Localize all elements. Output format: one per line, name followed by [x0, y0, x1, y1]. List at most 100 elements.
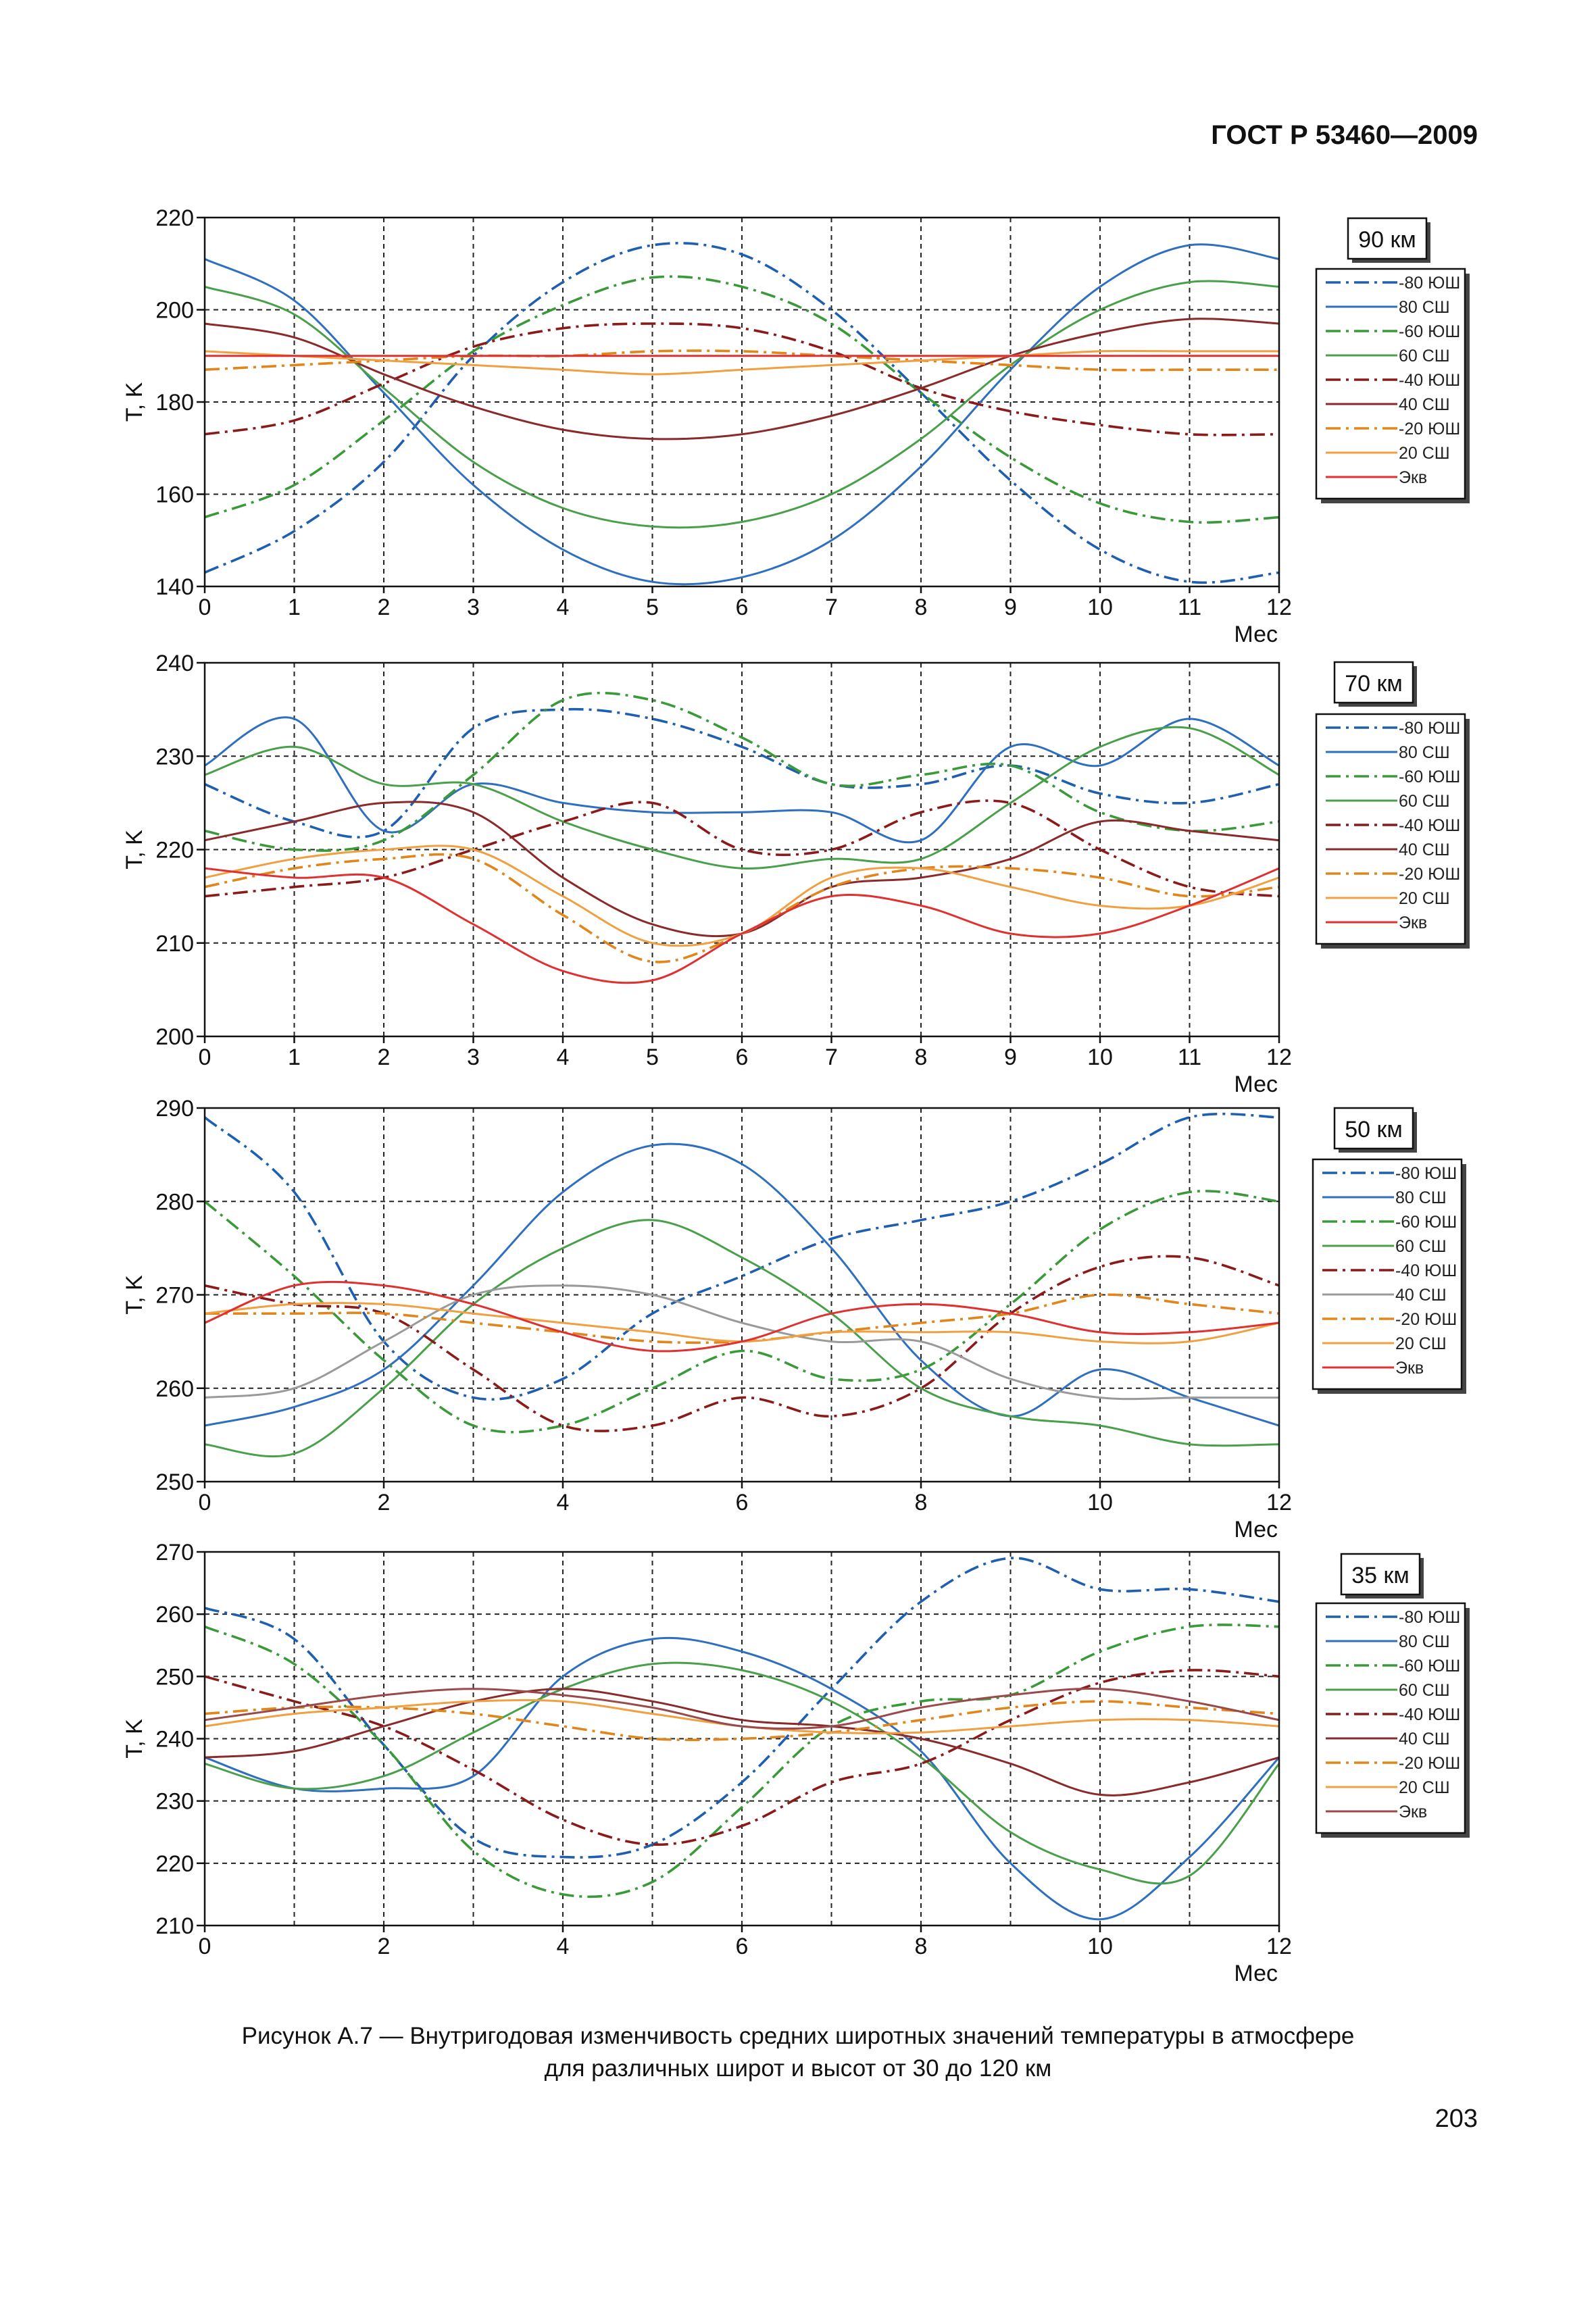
- series-line-3: [204, 691, 1280, 852]
- legend-entry-3: -60 ЮШ: [1399, 1657, 1460, 1676]
- legend-entry-6: 40 СШ: [1399, 840, 1450, 859]
- legend-entry-9: Экв: [1395, 1359, 1424, 1378]
- x-axis-label: Мес: [1234, 1517, 1278, 1542]
- x-tick-label: 8: [915, 1934, 928, 1959]
- x-tick-label: 9: [1004, 1045, 1017, 1070]
- y-tick-label: 210: [155, 931, 194, 957]
- x-tick-label: 12: [1266, 1490, 1292, 1515]
- title-box-frame: [1347, 217, 1428, 260]
- legend-entry-8: 20 СШ: [1399, 889, 1450, 908]
- y-tick-label: 200: [155, 1024, 194, 1050]
- y-tick-label: 210: [155, 1913, 194, 1939]
- y-tick-label: 240: [155, 651, 194, 676]
- legend-entry-5: -40 ЮШ: [1395, 1261, 1457, 1280]
- series-line-6: [204, 318, 1280, 441]
- y-tick-label: 180: [155, 390, 194, 416]
- x-tick-label: 5: [646, 1045, 659, 1070]
- series-line-9: [204, 1280, 1280, 1353]
- x-tick-label: 8: [915, 1490, 928, 1515]
- x-tick-label: 1: [288, 1045, 301, 1070]
- series-line-1: [203, 1112, 1280, 1401]
- y-tick-label: 220: [155, 1851, 194, 1877]
- x-tick-label: 3: [467, 595, 480, 620]
- legend-entry-2: 80 СШ: [1395, 1188, 1447, 1207]
- altitude-title-box: 90 км: [1347, 217, 1430, 263]
- legend-entry-1: -80 ЮШ: [1399, 719, 1460, 738]
- series-line-2: [204, 1142, 1280, 1427]
- x-tick-label: 10: [1087, 1490, 1113, 1515]
- legend-entry-7: -20 ЮШ: [1395, 1310, 1457, 1329]
- x-tick-label: 2: [378, 1045, 391, 1070]
- series-line-1: [204, 1557, 1280, 1859]
- y-tick-label: 200: [155, 298, 194, 324]
- legend-entry-3: -60 ЮШ: [1399, 322, 1460, 341]
- legend: -80 ЮШ 80 СШ -60 ЮШ 60 СШ -40 ЮШ 40 СШ -20 ЮШ 2…: [1315, 713, 1470, 949]
- series-line-6: [204, 1284, 1279, 1401]
- series-line-7: [205, 1293, 1280, 1344]
- series-line-3: [203, 1190, 1280, 1434]
- y-tick-label: 230: [155, 1789, 194, 1815]
- series-line-4: [204, 280, 1280, 529]
- figure-caption: Рисунок А.7 — Внутригодовая изменчивость…: [0, 2020, 1596, 2085]
- x-tick-label: 0: [199, 1490, 211, 1515]
- legend-entry-6: 40 СШ: [1395, 1286, 1447, 1305]
- x-tick-label: 6: [736, 1045, 749, 1070]
- x-tick-label: 5: [646, 595, 659, 620]
- x-tick-label: 11: [1178, 595, 1201, 620]
- legend-entry-4: 60 СШ: [1399, 792, 1450, 811]
- x-tick-label: 9: [1004, 595, 1017, 620]
- series-line-1: [204, 242, 1280, 584]
- legend-entry-6: 40 СШ: [1399, 1730, 1450, 1749]
- y-axis-label: T, K: [122, 382, 147, 422]
- x-tick-label: 12: [1266, 1045, 1292, 1070]
- title-box-frame: [1333, 661, 1414, 704]
- series-line-2: [204, 1636, 1280, 1921]
- series-line-8: [204, 349, 1279, 376]
- legend: -80 ЮШ 80 СШ -60 ЮШ 60 СШ -40 ЮШ 40 СШ -20 ЮШ 2…: [1315, 268, 1470, 503]
- y-tick-label: 160: [155, 482, 194, 508]
- y-tick-label: 270: [155, 1283, 194, 1309]
- legend-entry-7: -20 ЮШ: [1399, 1754, 1460, 1773]
- legend-entry-5: -40 ЮШ: [1399, 371, 1460, 390]
- x-tick-label: 6: [736, 595, 749, 620]
- chart-title: 35 км: [1351, 1563, 1410, 1588]
- legend-entry-1: -80 ЮШ: [1399, 1608, 1460, 1627]
- legend-entry-2: 80 СШ: [1399, 1632, 1450, 1651]
- x-tick-label: 12: [1266, 595, 1292, 620]
- x-tick-label: 12: [1266, 1934, 1292, 1959]
- legend-entry-7: -20 ЮШ: [1399, 420, 1460, 438]
- x-tick-label: 2: [378, 595, 391, 620]
- x-tick-label: 0: [199, 1934, 211, 1959]
- y-tick-label: 280: [155, 1189, 194, 1215]
- x-tick-label: 3: [467, 1045, 480, 1070]
- x-tick-label: 6: [736, 1490, 749, 1515]
- y-tick-label: 250: [155, 1664, 194, 1690]
- x-tick-label: 4: [557, 1045, 570, 1070]
- x-tick-label: 0: [199, 595, 211, 620]
- y-tick-label: 270: [155, 1540, 194, 1565]
- legend-entry-1: -80 ЮШ: [1395, 1164, 1457, 1183]
- x-axis-label: Мес: [1234, 1072, 1278, 1097]
- series-line-4: [204, 726, 1280, 870]
- x-tick-label: 7: [825, 1045, 838, 1070]
- chart-title: 70 км: [1345, 671, 1403, 697]
- x-axis-label: Мес: [1234, 1961, 1278, 1986]
- legend-entry-9: Экв: [1399, 913, 1427, 932]
- title-box-frame: [1333, 1107, 1414, 1150]
- legend-entry-8: 20 СШ: [1399, 1778, 1450, 1797]
- y-tick-label: 290: [155, 1096, 194, 1122]
- y-tick-label: 220: [155, 838, 194, 863]
- y-axis-label: T, K: [122, 1719, 147, 1759]
- legend-entry-4: 60 СШ: [1399, 347, 1450, 366]
- legend-entry-4: 60 СШ: [1399, 1681, 1450, 1700]
- legend-entry-8: 20 СШ: [1395, 1334, 1447, 1353]
- y-axis-label: T, K: [122, 830, 147, 870]
- y-tick-label: 250: [155, 1469, 194, 1495]
- legend-entry-9: Экв: [1399, 468, 1427, 487]
- series-line-1: [204, 707, 1280, 838]
- legend-entry-2: 80 СШ: [1399, 743, 1450, 762]
- x-tick-label: 1: [288, 595, 301, 620]
